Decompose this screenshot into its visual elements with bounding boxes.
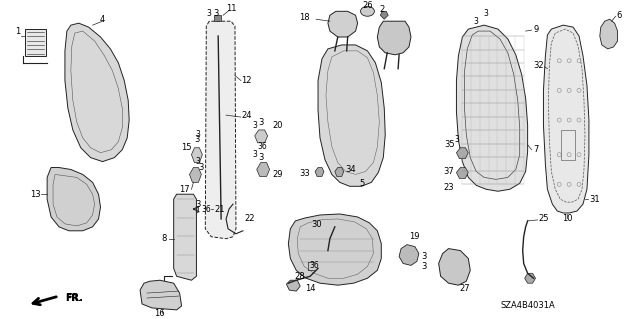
Polygon shape bbox=[289, 214, 381, 285]
Polygon shape bbox=[399, 245, 419, 265]
Text: 1: 1 bbox=[15, 26, 20, 36]
Text: 3: 3 bbox=[258, 153, 264, 162]
Text: 3: 3 bbox=[474, 17, 479, 26]
Text: 27: 27 bbox=[459, 284, 470, 293]
Text: 3: 3 bbox=[484, 9, 488, 18]
Text: 18: 18 bbox=[300, 13, 310, 22]
Text: 22: 22 bbox=[245, 214, 255, 223]
Polygon shape bbox=[315, 167, 324, 176]
Text: 17: 17 bbox=[179, 185, 189, 194]
Polygon shape bbox=[173, 194, 196, 280]
Polygon shape bbox=[600, 19, 618, 49]
Text: 23: 23 bbox=[444, 183, 454, 192]
Polygon shape bbox=[456, 167, 468, 178]
Polygon shape bbox=[378, 21, 411, 55]
Polygon shape bbox=[65, 23, 129, 162]
Text: FR.: FR. bbox=[65, 293, 81, 302]
Text: 3: 3 bbox=[195, 157, 200, 166]
Text: 3: 3 bbox=[195, 130, 200, 139]
Text: 3: 3 bbox=[214, 9, 219, 18]
Polygon shape bbox=[286, 280, 300, 291]
Ellipse shape bbox=[360, 6, 374, 16]
Text: 2: 2 bbox=[380, 5, 385, 14]
Polygon shape bbox=[456, 25, 527, 191]
Text: 11: 11 bbox=[226, 4, 236, 13]
Text: 3: 3 bbox=[196, 200, 201, 209]
Text: 20: 20 bbox=[273, 121, 283, 130]
Text: 29: 29 bbox=[273, 170, 283, 179]
Text: 13: 13 bbox=[30, 190, 40, 199]
Polygon shape bbox=[255, 130, 268, 143]
Text: 30: 30 bbox=[311, 220, 322, 229]
Text: 3: 3 bbox=[207, 9, 212, 18]
Text: 5: 5 bbox=[359, 179, 364, 188]
Polygon shape bbox=[456, 148, 468, 159]
Text: 3: 3 bbox=[252, 150, 257, 159]
Text: 37: 37 bbox=[444, 167, 454, 176]
Text: 36: 36 bbox=[258, 142, 268, 151]
Polygon shape bbox=[47, 167, 100, 231]
Text: 6: 6 bbox=[616, 11, 622, 20]
Text: 3: 3 bbox=[258, 117, 264, 127]
Text: 9: 9 bbox=[534, 25, 539, 33]
Text: 36: 36 bbox=[309, 261, 319, 270]
Polygon shape bbox=[26, 29, 46, 56]
Polygon shape bbox=[205, 21, 236, 239]
Polygon shape bbox=[543, 25, 589, 213]
Polygon shape bbox=[318, 45, 385, 186]
Text: 34: 34 bbox=[346, 165, 356, 174]
Text: 36: 36 bbox=[202, 204, 211, 213]
Text: 25: 25 bbox=[538, 214, 549, 223]
Text: 10: 10 bbox=[562, 214, 572, 223]
Text: 15: 15 bbox=[181, 143, 191, 152]
Text: 4: 4 bbox=[100, 15, 105, 24]
Text: SZA4B4031A: SZA4B4031A bbox=[500, 301, 555, 310]
Text: 3: 3 bbox=[454, 135, 459, 144]
Text: 21: 21 bbox=[214, 204, 225, 213]
Text: 32: 32 bbox=[533, 61, 543, 70]
Polygon shape bbox=[140, 280, 182, 310]
Polygon shape bbox=[214, 15, 221, 21]
Text: 3: 3 bbox=[421, 252, 426, 261]
Polygon shape bbox=[380, 11, 388, 19]
Text: 33: 33 bbox=[300, 169, 310, 178]
Polygon shape bbox=[191, 148, 202, 163]
Text: 16: 16 bbox=[154, 309, 165, 318]
Polygon shape bbox=[189, 207, 198, 215]
Text: 14: 14 bbox=[305, 284, 316, 293]
Text: 7: 7 bbox=[534, 145, 539, 154]
Text: 3: 3 bbox=[252, 121, 257, 130]
Polygon shape bbox=[189, 167, 202, 182]
Text: 31: 31 bbox=[589, 195, 600, 204]
Text: 19: 19 bbox=[409, 232, 419, 241]
Text: 3: 3 bbox=[198, 163, 204, 172]
Polygon shape bbox=[335, 167, 344, 176]
Text: 12: 12 bbox=[241, 76, 252, 85]
Text: 35: 35 bbox=[444, 140, 454, 149]
Polygon shape bbox=[438, 249, 470, 285]
Polygon shape bbox=[257, 163, 269, 176]
Text: 24: 24 bbox=[241, 111, 252, 120]
Text: 28: 28 bbox=[294, 272, 305, 281]
Text: 3: 3 bbox=[195, 135, 200, 144]
Text: 8: 8 bbox=[161, 234, 167, 243]
Polygon shape bbox=[328, 11, 358, 37]
Polygon shape bbox=[525, 273, 536, 283]
Text: 3: 3 bbox=[421, 262, 426, 271]
Text: 26: 26 bbox=[362, 1, 372, 10]
Text: FR.: FR. bbox=[65, 293, 83, 303]
